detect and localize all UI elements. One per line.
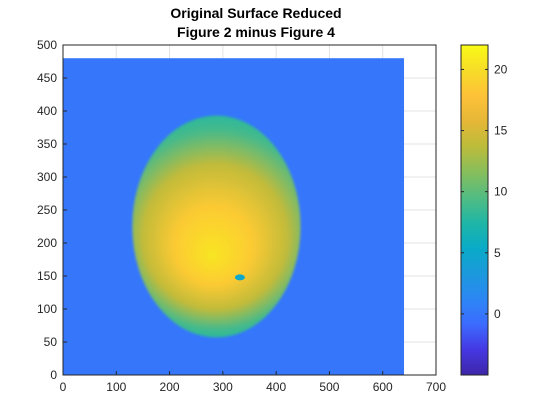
y-tick-label: 0 bbox=[50, 368, 57, 382]
y-tick-label: 400 bbox=[37, 104, 57, 118]
x-axis-ticks: 0 100 200 300 400 500 600 700 bbox=[60, 371, 446, 394]
colorbar-tick-label: 0 bbox=[494, 307, 501, 321]
y-tick-label: 150 bbox=[37, 269, 57, 283]
x-tick-label: 700 bbox=[426, 380, 446, 394]
x-tick-label: 400 bbox=[266, 380, 286, 394]
surface-defect bbox=[234, 274, 245, 281]
y-tick-label: 250 bbox=[37, 203, 57, 217]
colorbar-ticks: 0 5 10 15 20 bbox=[461, 62, 508, 321]
colorbar-tick-label: 15 bbox=[494, 124, 508, 138]
colorbar-tick-label: 10 bbox=[494, 185, 508, 199]
x-tick-label: 100 bbox=[106, 380, 126, 394]
y-tick-label: 500 bbox=[37, 38, 57, 52]
colorbar[interactable]: 0 5 10 15 20 bbox=[460, 44, 508, 376]
x-tick-label: 500 bbox=[319, 380, 339, 394]
y-tick-label: 300 bbox=[37, 170, 57, 184]
colorbar-tick-label: 5 bbox=[494, 246, 501, 260]
x-tick-label: 0 bbox=[60, 380, 67, 394]
y-axis-ticks: 0 50 100 150 200 250 300 350 400 450 500 bbox=[37, 38, 67, 382]
x-tick-label: 300 bbox=[213, 380, 233, 394]
colorbar-tick-label: 20 bbox=[494, 62, 508, 76]
colorbar-border bbox=[460, 44, 489, 376]
y-tick-label: 200 bbox=[37, 236, 57, 250]
colorbar-gradient bbox=[461, 45, 488, 375]
y-tick-label: 100 bbox=[37, 302, 57, 316]
y-tick-label: 50 bbox=[44, 335, 58, 349]
surface-region bbox=[132, 115, 301, 338]
x-tick-label: 600 bbox=[373, 380, 393, 394]
x-tick-label: 200 bbox=[160, 380, 180, 394]
y-tick-label: 350 bbox=[37, 137, 57, 151]
chart-title-line-2: Figure 2 minus Figure 4 bbox=[177, 24, 335, 40]
chart-title-line-1: Original Surface Reduced bbox=[170, 5, 341, 21]
plot-axes: 0 100 200 300 400 500 600 700 0 50 100 150 200 250 30… bbox=[37, 38, 446, 394]
y-tick-label: 450 bbox=[37, 71, 57, 85]
